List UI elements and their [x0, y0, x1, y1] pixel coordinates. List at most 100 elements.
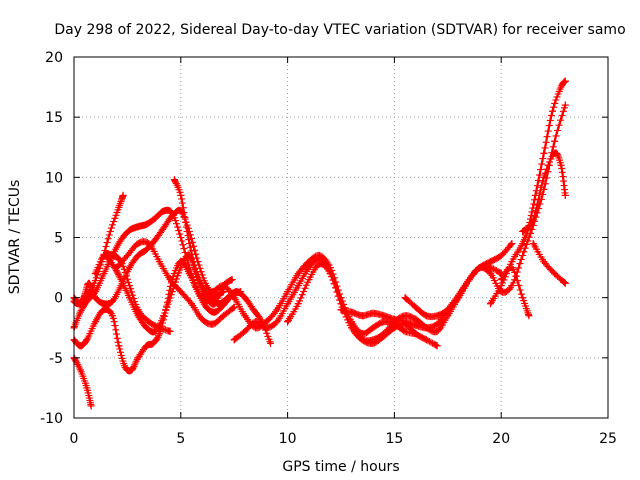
data-point: [151, 236, 159, 244]
data-point: [358, 312, 366, 320]
data-point: [87, 402, 95, 410]
data-point: [83, 336, 91, 344]
data-point: [525, 312, 533, 320]
data-point: [230, 303, 238, 311]
data-point: [168, 288, 176, 296]
data-point: [143, 246, 151, 253]
data-point: [422, 324, 430, 332]
data-point: [177, 288, 185, 296]
data-point: [497, 282, 505, 290]
data-point: [422, 312, 430, 320]
data-point: [207, 294, 215, 302]
grid-lines: [74, 57, 608, 418]
data-point: [252, 324, 260, 332]
data-point: [183, 228, 191, 235]
data-point: [89, 282, 97, 290]
data-point: [433, 342, 441, 350]
data-point: [412, 315, 420, 323]
data-point: [108, 252, 116, 259]
data-point: [74, 300, 82, 308]
data-point: [337, 306, 345, 314]
data-point: [134, 240, 142, 247]
data-point: [241, 327, 249, 335]
data-point: [455, 294, 462, 302]
data-point: [316, 260, 324, 268]
data-point: [119, 191, 127, 199]
data-point: [557, 161, 565, 169]
data-point: [126, 264, 133, 272]
data-point: [224, 294, 232, 302]
data-point: [121, 364, 129, 371]
data-point: [76, 366, 84, 374]
data-point: [170, 176, 178, 184]
data-point: [497, 276, 505, 284]
data-point: [273, 318, 281, 326]
plus-markers: [401, 101, 569, 321]
data-point: [305, 276, 313, 284]
data-point: [273, 306, 281, 314]
data-point: [220, 282, 227, 290]
data-point: [198, 315, 206, 323]
data-point: [549, 107, 556, 115]
data-point: [519, 294, 527, 302]
data-point: [294, 282, 302, 290]
data-point: [151, 327, 159, 335]
y-tick-label: 15: [45, 110, 63, 126]
data-point: [211, 308, 219, 316]
axis-ticks: -10 -5 0 5 10 15 20 0 5 10 15 20 25: [40, 50, 617, 447]
data-point: [177, 191, 185, 199]
y-tick-label: 0: [54, 291, 63, 307]
data-point: [433, 327, 441, 335]
data-point: [508, 258, 516, 266]
data-point: [551, 137, 559, 145]
data-point: [519, 228, 527, 235]
data-point: [76, 308, 84, 316]
data-point: [540, 258, 548, 266]
data-point: [487, 300, 494, 308]
data-point: [198, 282, 206, 290]
data-point: [91, 318, 99, 326]
data-point: [102, 252, 110, 259]
data-point: [134, 252, 142, 259]
data-point: [551, 270, 559, 278]
data-point: [249, 306, 257, 314]
series-line: [404, 104, 567, 318]
data-point: [540, 173, 548, 181]
data-point: [433, 312, 441, 320]
data-point: [369, 309, 377, 317]
plus-markers: [529, 240, 569, 287]
data-point: [126, 226, 133, 234]
data-point: [551, 149, 559, 157]
chart-title: Day 298 of 2022, Sidereal Day-to-day VTE…: [54, 22, 625, 38]
data-point: [168, 209, 176, 217]
y-tick-label: -10: [40, 411, 63, 427]
data-point: [100, 306, 108, 314]
y-tick-label: 10: [45, 170, 63, 186]
data-point: [487, 270, 494, 278]
data-point: [358, 336, 366, 344]
y-tick-label: 20: [45, 50, 63, 66]
data-point: [143, 324, 151, 332]
data-point: [294, 270, 302, 278]
data-point: [508, 282, 516, 290]
data-point: [166, 276, 174, 284]
data-point: [230, 336, 238, 344]
data-point: [401, 312, 409, 320]
data-point: [262, 318, 270, 326]
data-point: [380, 330, 388, 338]
data-point: [337, 300, 345, 308]
data-point: [380, 318, 388, 326]
data-point: [126, 294, 133, 302]
data-point: [108, 312, 116, 320]
data-point: [83, 384, 91, 392]
data-point: [508, 240, 516, 247]
data-point: [519, 252, 527, 259]
data-point: [557, 83, 565, 91]
data-point: [241, 312, 249, 320]
data-point: [252, 318, 260, 326]
data-point: [166, 327, 174, 335]
data-point: [160, 207, 168, 215]
data-point: [100, 270, 108, 278]
data-point: [115, 203, 123, 211]
